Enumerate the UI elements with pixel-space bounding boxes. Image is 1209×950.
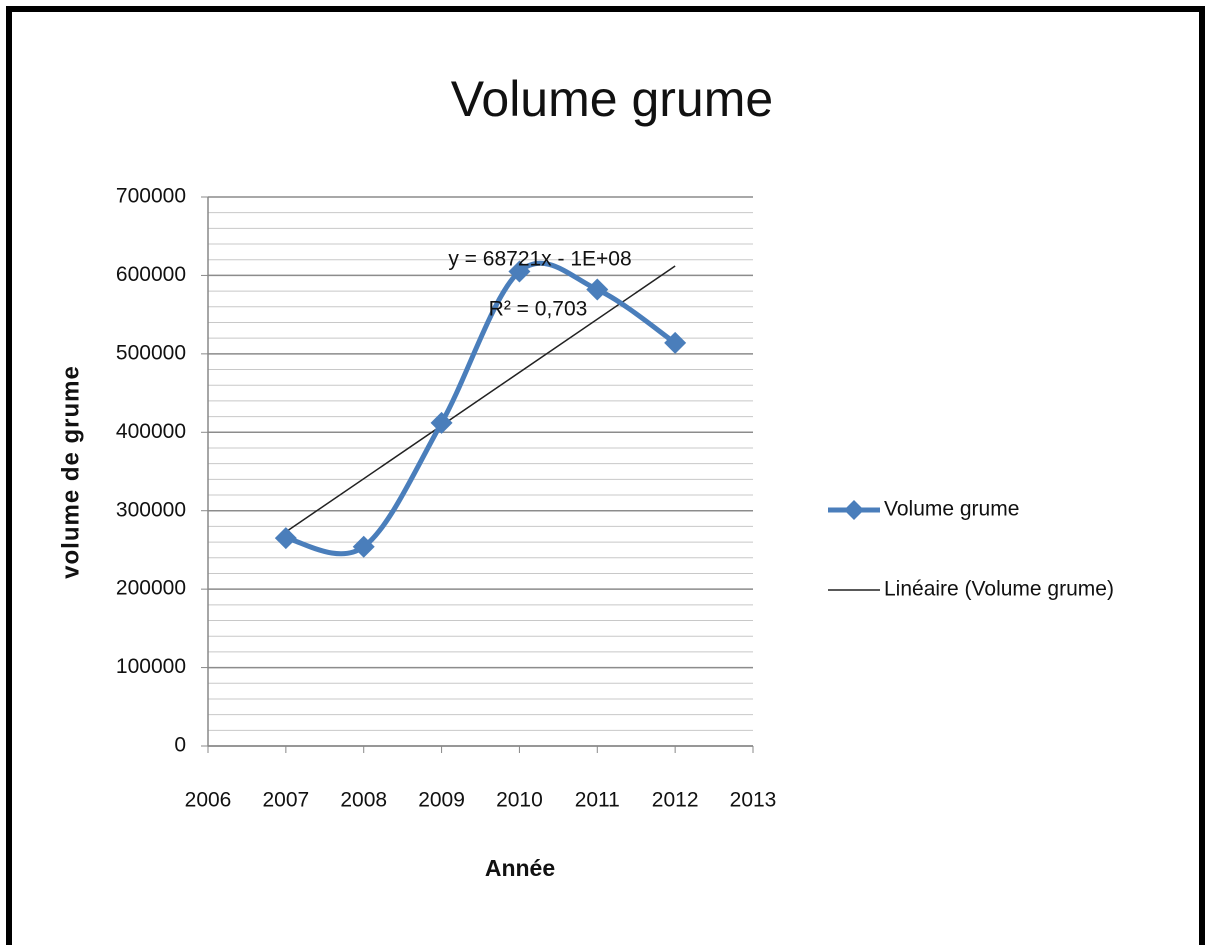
trend-equation: y = 68721x - 1E+08 bbox=[448, 248, 631, 271]
marker bbox=[274, 527, 297, 550]
y-tick-label: 0 bbox=[174, 734, 186, 757]
y-axis-label: volume de grume bbox=[57, 365, 84, 579]
trendline bbox=[285, 265, 676, 533]
trend-r2: R² = 0,703 bbox=[489, 298, 588, 321]
x-tick-label: 2008 bbox=[340, 789, 387, 812]
x-tick-label: 2006 bbox=[185, 789, 232, 812]
y-tick-label: 400000 bbox=[116, 420, 186, 443]
legend-label: Volume grume bbox=[884, 498, 1019, 521]
chart-title: Volume grume bbox=[451, 71, 773, 127]
x-tick-label: 2011 bbox=[575, 789, 620, 812]
marker bbox=[664, 331, 687, 354]
marker bbox=[508, 260, 531, 283]
x-tick-label: 2013 bbox=[730, 789, 777, 812]
legend-label: Linéaire (Volume grume) bbox=[884, 578, 1114, 601]
x-tick-label: 2012 bbox=[652, 789, 699, 812]
x-tick-label: 2010 bbox=[496, 789, 543, 812]
x-tick-label: 2009 bbox=[418, 789, 465, 812]
y-tick-label: 300000 bbox=[116, 498, 186, 521]
marker bbox=[586, 278, 609, 301]
marker bbox=[352, 535, 375, 558]
y-tick-label: 100000 bbox=[116, 655, 186, 678]
y-tick-label: 600000 bbox=[116, 263, 186, 286]
x-axis-label: Année bbox=[485, 855, 555, 881]
y-tick-label: 500000 bbox=[116, 341, 186, 364]
x-tick-label: 2007 bbox=[262, 789, 309, 812]
y-tick-label: 700000 bbox=[116, 185, 186, 208]
marker bbox=[430, 411, 453, 434]
y-tick-label: 200000 bbox=[116, 577, 186, 600]
legend-marker bbox=[844, 500, 864, 520]
